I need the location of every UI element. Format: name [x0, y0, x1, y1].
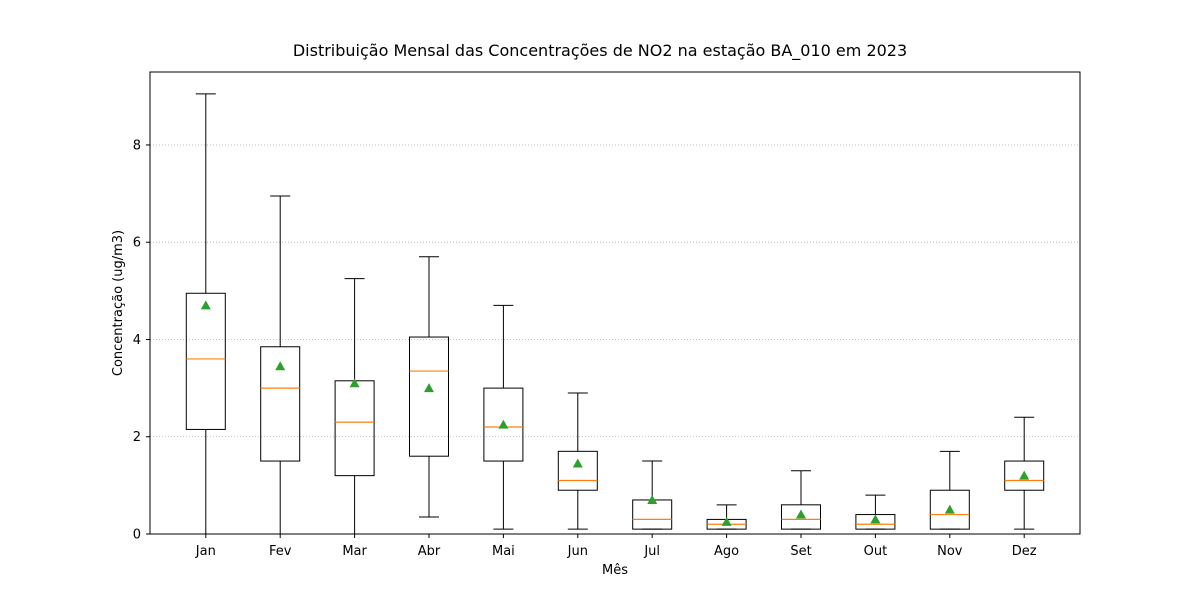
- mean-marker: [498, 419, 509, 429]
- mean-marker: [349, 378, 360, 388]
- x-tick-label: Jan: [195, 544, 216, 559]
- x-tick-label: Dez: [1012, 544, 1037, 559]
- mean-marker: [200, 300, 211, 310]
- mean-marker: [1019, 470, 1030, 480]
- ticks-layer: 0 2 4 6 8 Jan Fev Mar Abr Mai Jun Jul Ago Set Out Nov De…: [133, 138, 1037, 559]
- iqr-box: [557, 450, 598, 491]
- box-jan: [185, 93, 226, 535]
- iqr-box: [781, 504, 821, 530]
- x-tick-label: Nov: [937, 544, 963, 559]
- mean-marker: [275, 361, 286, 371]
- box-jul: [632, 460, 673, 530]
- box-ago: [706, 504, 747, 530]
- mean-marker: [721, 516, 732, 526]
- x-tick-label: Fev: [269, 544, 292, 559]
- boxes-layer: [185, 93, 1045, 535]
- mean-marker: [647, 494, 658, 504]
- iqr-box: [929, 489, 970, 530]
- iqr-box: [1004, 460, 1045, 491]
- x-tick-label: Abr: [418, 544, 441, 559]
- mean-marker: [870, 514, 881, 524]
- box-mai: [483, 304, 524, 530]
- x-tick-label: Mai: [492, 544, 515, 559]
- box-set: [781, 470, 821, 530]
- box-abr: [409, 256, 449, 518]
- y-tick-label: 6: [133, 236, 141, 251]
- y-axis-label: Concentração (ug/m3): [111, 230, 126, 376]
- box-jun: [557, 392, 598, 530]
- box-nov: [929, 450, 970, 530]
- x-tick-label: Jun: [567, 544, 588, 559]
- y-tick-label: 8: [133, 138, 141, 153]
- box-out: [855, 494, 896, 530]
- box-dez: [1004, 416, 1045, 530]
- x-tick-label: Out: [864, 544, 888, 559]
- y-tick-label: 2: [133, 430, 141, 445]
- x-tick-label: Jul: [643, 544, 660, 559]
- plot-frame: [149, 71, 1081, 535]
- mean-marker: [796, 509, 806, 519]
- iqr-box: [483, 387, 524, 462]
- chart-title: Distribuição Mensal das Concentrações de…: [293, 41, 907, 61]
- iqr-box: [260, 346, 301, 462]
- x-tick-label: Mar: [342, 544, 367, 559]
- x-axis-label: Mês: [602, 563, 628, 578]
- y-tick-label: 0: [133, 528, 141, 543]
- x-tick-label: Ago: [714, 544, 739, 559]
- mean-marker: [572, 458, 583, 468]
- mean-marker: [424, 383, 434, 393]
- mean-marker: [944, 504, 955, 514]
- y-tick-label: 4: [133, 333, 141, 348]
- iqr-box: [409, 336, 449, 457]
- x-tick-label: Set: [790, 544, 811, 559]
- iqr-box: [185, 292, 226, 430]
